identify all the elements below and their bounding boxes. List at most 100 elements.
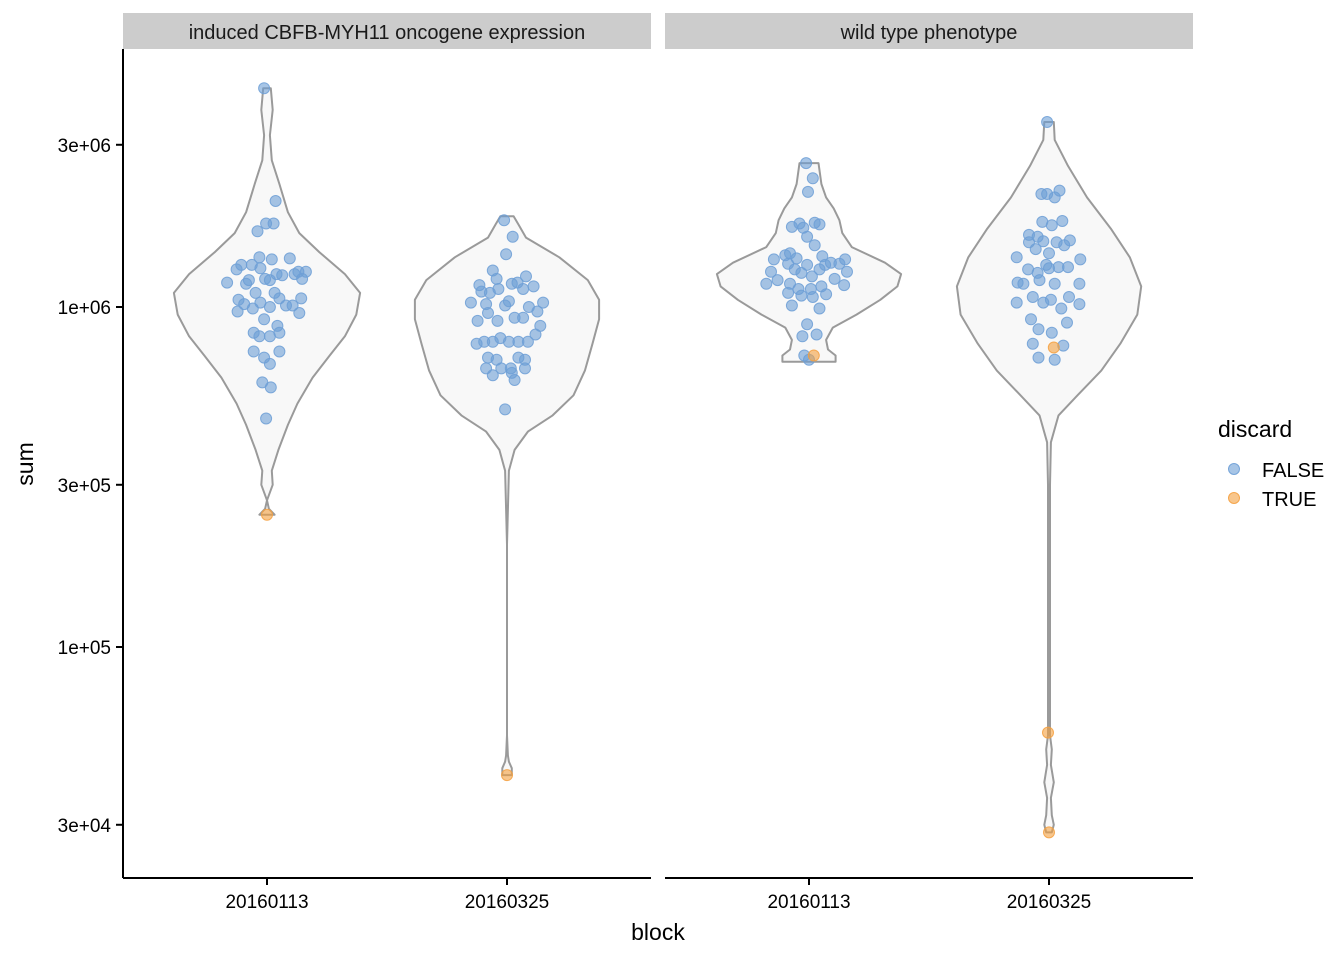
data-point <box>841 265 853 278</box>
data-point <box>1055 302 1068 315</box>
data-point <box>806 291 819 303</box>
data-point <box>1045 219 1058 232</box>
data-point <box>296 272 309 285</box>
data-point <box>771 274 784 287</box>
data-point <box>263 330 276 343</box>
data-point <box>520 270 532 283</box>
data-point <box>521 335 534 348</box>
y-tick-label: 3e+05 <box>58 476 111 497</box>
data-point <box>1042 726 1054 739</box>
data-point <box>537 296 550 309</box>
data-point <box>820 288 833 301</box>
data-point <box>1032 323 1045 336</box>
data-point <box>464 296 477 309</box>
data-point <box>1010 251 1023 264</box>
data-point <box>805 270 818 283</box>
data-point <box>265 253 278 266</box>
data-point <box>269 195 282 207</box>
facet-strip-1: induced CBFB-MYH11 oncogene expression <box>123 13 651 49</box>
data-point <box>1043 247 1055 260</box>
data-point <box>1061 316 1073 329</box>
legend-title: discard <box>1218 416 1292 442</box>
data-point <box>1063 291 1075 303</box>
legend-label-false: FALSE <box>1262 460 1324 482</box>
x-tick-label: 20160325 <box>1007 892 1092 913</box>
data-point <box>806 172 819 185</box>
data-point <box>1073 277 1086 290</box>
data-point <box>839 253 852 266</box>
y-tick-label: 1e+05 <box>58 638 111 659</box>
y-tick-label: 3e+06 <box>58 136 111 157</box>
data-point <box>1074 253 1087 266</box>
y-axis-title: sum <box>12 442 38 485</box>
data-point <box>1043 826 1055 839</box>
data-point <box>795 289 808 302</box>
data-point <box>1045 326 1058 339</box>
violin-facet1-20160113 <box>172 87 362 516</box>
data-point <box>800 157 813 170</box>
legend-key-false <box>1228 463 1240 475</box>
data-point <box>1056 215 1069 227</box>
data-point <box>499 403 512 416</box>
data-point <box>796 330 809 343</box>
data-point <box>1026 337 1039 350</box>
data-point <box>1048 277 1061 290</box>
x-tick-label: 20160113 <box>767 892 850 913</box>
data-point <box>1047 341 1060 354</box>
x-tick-label: 20160113 <box>225 892 308 913</box>
data-point <box>782 286 795 299</box>
data-point <box>1048 353 1061 366</box>
panel-2 <box>715 116 1143 839</box>
data-point <box>529 328 542 341</box>
facet-2-label: wild type phenotype <box>840 22 1018 44</box>
data-point <box>506 230 519 243</box>
data-point <box>1032 351 1045 364</box>
data-point <box>517 283 530 295</box>
data-point <box>801 258 814 271</box>
data-point <box>802 185 814 198</box>
data-point <box>801 318 814 331</box>
data-point <box>795 266 808 279</box>
data-point <box>249 286 262 299</box>
data-point <box>258 313 271 326</box>
data-point <box>1026 291 1039 303</box>
data-point <box>247 345 260 358</box>
data-point <box>221 276 234 289</box>
facet-1-label: induced CBFB-MYH11 oncogene expression <box>189 22 586 44</box>
data-point <box>1044 293 1057 306</box>
legend: discard FALSE TRUE <box>1218 416 1324 511</box>
data-point <box>259 272 272 285</box>
data-point <box>801 230 814 243</box>
data-point <box>760 277 773 290</box>
data-point <box>813 218 826 231</box>
data-point <box>785 299 798 312</box>
data-point <box>810 328 823 341</box>
data-point <box>261 508 273 521</box>
data-point <box>508 374 521 386</box>
facet-strip-2: wild type phenotype <box>665 13 1193 49</box>
y-tick-label: 3e+04 <box>58 816 112 837</box>
data-point <box>527 280 540 293</box>
data-point <box>263 357 276 370</box>
data-point <box>264 381 277 394</box>
data-point <box>1053 184 1066 197</box>
data-point <box>286 299 299 312</box>
data-point <box>251 225 264 238</box>
x-tick-label: 20160325 <box>465 892 550 913</box>
legend-key-true <box>1228 492 1240 504</box>
data-point <box>501 769 513 782</box>
data-point <box>253 330 266 343</box>
data-point <box>1033 274 1046 287</box>
data-point <box>1041 116 1054 128</box>
data-point <box>258 82 271 95</box>
data-point <box>1017 277 1030 290</box>
data-point <box>295 292 308 305</box>
x-axis-title: block <box>631 919 685 945</box>
data-point <box>273 345 286 358</box>
y-tick-label: 1e+06 <box>58 298 111 319</box>
data-point <box>486 369 499 382</box>
data-point <box>838 279 851 292</box>
data-point <box>260 412 273 425</box>
